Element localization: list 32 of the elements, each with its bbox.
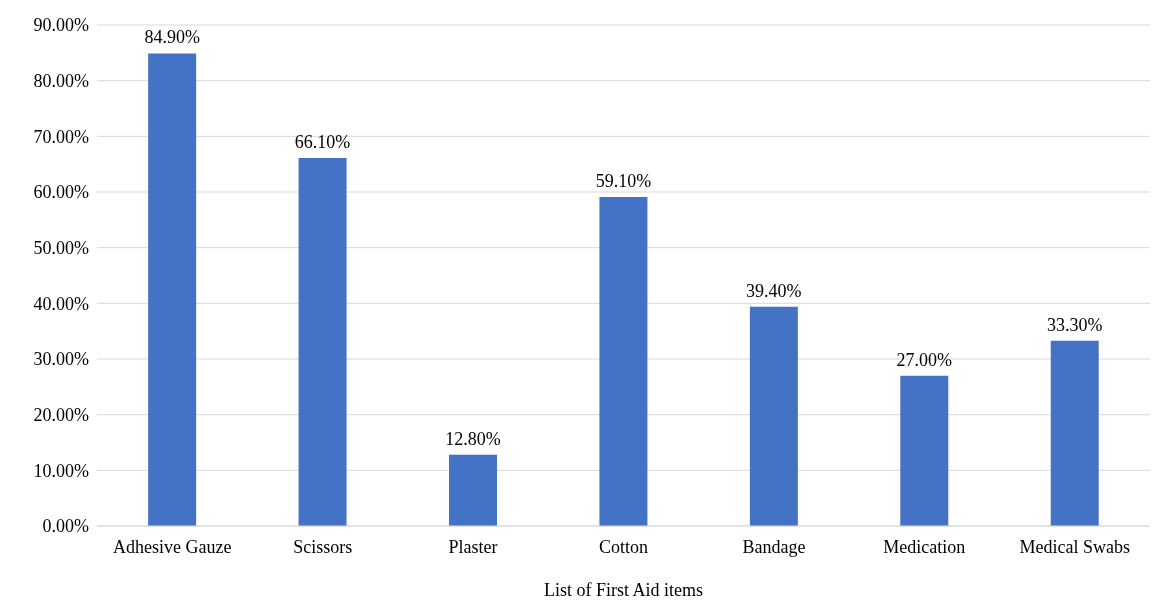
bar — [749, 306, 798, 526]
y-tick-label: 70.00% — [33, 126, 89, 147]
y-tick-label: 30.00% — [33, 349, 89, 370]
y-tick-label: 50.00% — [33, 238, 89, 259]
data-label: 66.10% — [294, 132, 351, 153]
bar — [148, 53, 197, 526]
bar — [900, 375, 949, 526]
data-label: 33.30% — [1046, 314, 1103, 335]
x-tick-label: Medication — [883, 536, 966, 557]
y-tick-label: 80.00% — [33, 71, 89, 92]
data-label: 39.40% — [746, 280, 802, 301]
x-tick-label: Plaster — [448, 536, 498, 557]
data-label: 27.00% — [896, 349, 953, 370]
x-tick-label: Bandage — [742, 536, 806, 557]
y-tick-label: 60.00% — [33, 182, 89, 203]
data-label: 84.90% — [144, 27, 200, 48]
data-label: 12.80% — [445, 428, 501, 449]
y-tick-label: 40.00% — [33, 293, 89, 314]
x-tick-label: Adhesive Gauze — [112, 536, 232, 557]
y-tick-label: 0.00% — [42, 516, 89, 537]
x-axis-title: List of First Aid items — [543, 580, 704, 600]
bar — [1050, 340, 1099, 526]
y-tick-label: 20.00% — [33, 405, 89, 426]
x-tick-label: Medical Swabs — [1019, 536, 1131, 557]
y-tick-label: 90.00% — [33, 15, 89, 36]
x-tick-label: Scissors — [293, 536, 353, 557]
bar — [449, 454, 497, 526]
x-tick-label: Cotton — [598, 536, 649, 557]
y-tick-label: 10.00% — [33, 460, 89, 481]
bar — [298, 158, 347, 526]
bar — [599, 197, 648, 526]
data-label: 59.10% — [595, 171, 652, 192]
